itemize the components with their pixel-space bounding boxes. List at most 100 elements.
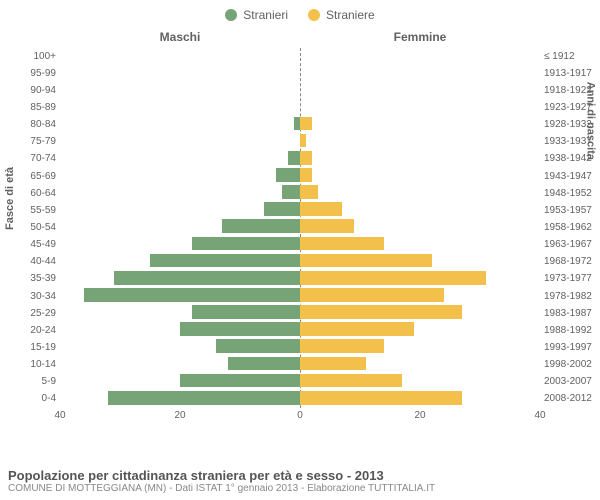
birth-year-label: 1923-1927	[544, 103, 598, 113]
legend-swatch-female	[308, 9, 320, 21]
birth-year-label: 1943-1947	[544, 172, 598, 182]
bar-male	[192, 305, 300, 319]
birth-year-label: 1978-1982	[544, 292, 598, 302]
age-label: 0-4	[10, 394, 56, 404]
pyramid-row	[60, 339, 540, 356]
pyramid-row	[60, 357, 540, 374]
age-label: 80-84	[10, 120, 56, 130]
pyramid-row	[60, 254, 540, 271]
bar-female	[300, 271, 486, 285]
bar-female	[300, 219, 354, 233]
birth-year-label: 1973-1977	[544, 274, 598, 284]
pyramid-row	[60, 185, 540, 202]
birth-year-label: 1963-1967	[544, 240, 598, 250]
age-label: 95-99	[10, 69, 56, 79]
age-label: 60-64	[10, 189, 56, 199]
chart-subtitle: COMUNE DI MOTTEGGIANA (MN) - Dati ISTAT …	[8, 483, 592, 494]
age-label: 5-9	[10, 377, 56, 387]
birth-year-label: 1938-1942	[544, 154, 598, 164]
bar-female	[300, 339, 384, 353]
birth-year-label: 2003-2007	[544, 377, 598, 387]
bar-female	[300, 288, 444, 302]
legend-item-female: Straniere	[308, 8, 375, 22]
birth-year-label: 1948-1952	[544, 189, 598, 199]
x-axis: 402002040	[60, 410, 540, 424]
pyramid-row	[60, 391, 540, 408]
pyramid-row	[60, 117, 540, 134]
bar-female	[300, 168, 312, 182]
x-tick: 20	[174, 410, 185, 421]
bar-female	[300, 202, 342, 216]
age-label: 15-19	[10, 343, 56, 353]
bar-female	[300, 117, 312, 131]
birth-year-label: 1933-1937	[544, 137, 598, 147]
age-label: 10-14	[10, 360, 56, 370]
birth-year-label: 1998-2002	[544, 360, 598, 370]
x-tick: 40	[54, 410, 65, 421]
bar-male	[228, 357, 300, 371]
plot-area: 100+≤ 191295-991913-191790-941918-192285…	[60, 48, 540, 408]
legend-label-female: Straniere	[326, 8, 375, 22]
bar-female	[300, 254, 432, 268]
pyramid-row	[60, 202, 540, 219]
legend-swatch-male	[225, 9, 237, 21]
birth-year-label: 1913-1917	[544, 69, 598, 79]
pyramid-row	[60, 48, 540, 65]
age-label: 65-69	[10, 172, 56, 182]
bar-female	[300, 391, 462, 405]
legend-label-male: Stranieri	[243, 8, 288, 22]
bar-male	[114, 271, 300, 285]
bar-female	[300, 357, 366, 371]
bar-female	[300, 185, 318, 199]
x-tick: 0	[297, 410, 303, 421]
birth-year-label: 1988-1992	[544, 326, 598, 336]
chart-legend: Stranieri Straniere	[0, 0, 600, 22]
bar-male	[108, 391, 300, 405]
bar-male	[216, 339, 300, 353]
age-label: 35-39	[10, 274, 56, 284]
birth-year-label: 1958-1962	[544, 223, 598, 233]
age-label: 30-34	[10, 292, 56, 302]
bar-male	[288, 151, 300, 165]
x-tick: 20	[414, 410, 425, 421]
age-label: 85-89	[10, 103, 56, 113]
pyramid-row	[60, 151, 540, 168]
pyramid-row	[60, 237, 540, 254]
pyramid-row	[60, 168, 540, 185]
birth-year-label: 2008-2012	[544, 394, 598, 404]
birth-year-label: 1953-1957	[544, 206, 598, 216]
age-label: 75-79	[10, 137, 56, 147]
chart-footer: Popolazione per cittadinanza straniera p…	[8, 468, 592, 494]
pyramid-row	[60, 82, 540, 99]
pyramid-chart: Maschi Femmine 100+≤ 191295-991913-19179…	[60, 30, 540, 430]
age-label: 90-94	[10, 86, 56, 96]
bar-female	[300, 374, 402, 388]
age-label: 25-29	[10, 309, 56, 319]
age-label: 50-54	[10, 223, 56, 233]
pyramid-row	[60, 374, 540, 391]
birth-year-label: 1918-1922	[544, 86, 598, 96]
birth-year-label: 1968-1972	[544, 257, 598, 267]
column-titles: Maschi Femmine	[60, 30, 540, 44]
pyramid-row	[60, 134, 540, 151]
bar-male	[222, 219, 300, 233]
bar-female	[300, 237, 384, 251]
bar-female	[300, 151, 312, 165]
bar-female	[300, 322, 414, 336]
bar-male	[180, 374, 300, 388]
pyramid-row	[60, 322, 540, 339]
bar-female	[300, 134, 306, 148]
pyramid-row	[60, 305, 540, 322]
age-label: 55-59	[10, 206, 56, 216]
column-title-male: Maschi	[60, 30, 300, 44]
bar-male	[276, 168, 300, 182]
legend-item-male: Stranieri	[225, 8, 288, 22]
bar-male	[180, 322, 300, 336]
pyramid-row	[60, 219, 540, 236]
chart-title: Popolazione per cittadinanza straniera p…	[8, 468, 592, 483]
age-label: 70-74	[10, 154, 56, 164]
bar-male	[264, 202, 300, 216]
column-title-female: Femmine	[300, 30, 540, 44]
age-label: 45-49	[10, 240, 56, 250]
bar-male	[84, 288, 300, 302]
